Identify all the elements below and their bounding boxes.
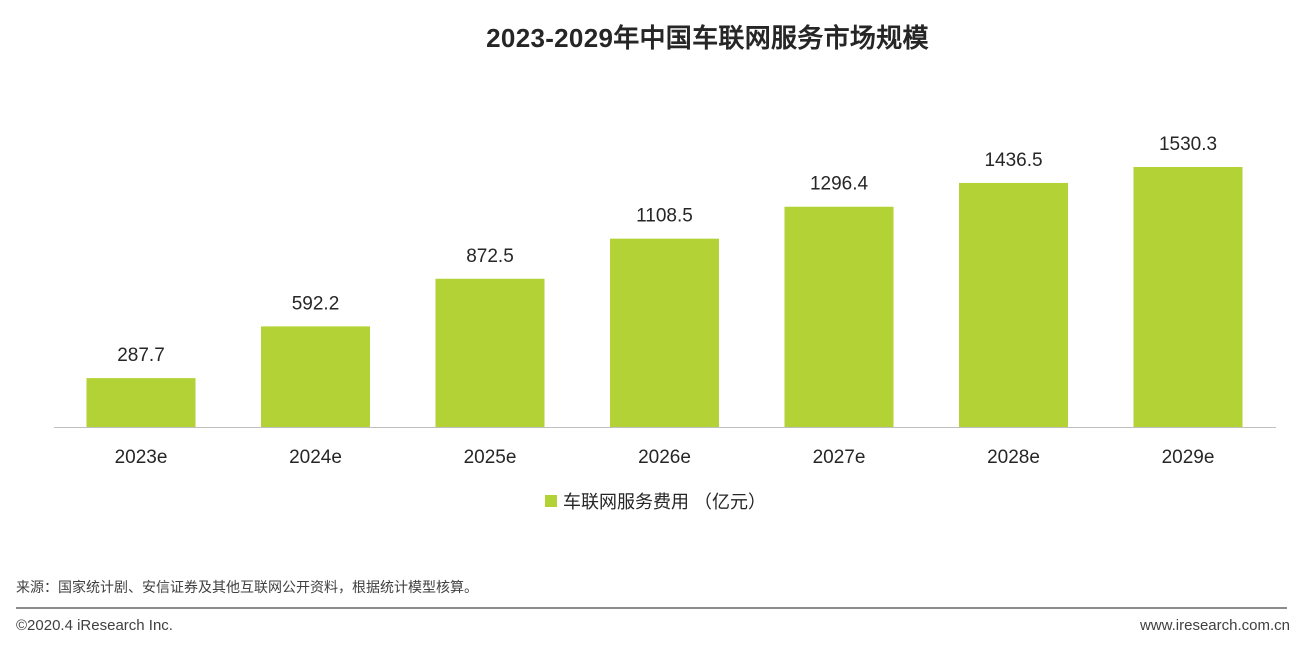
bar-chart: 287.7592.2872.51108.51296.41436.51530.3 … bbox=[54, 134, 1276, 468]
bar-2024e bbox=[261, 326, 370, 427]
bar-value-label: 1436.5 bbox=[984, 150, 1042, 171]
x-tick-label: 2027e bbox=[813, 447, 866, 468]
copyright-text: ©2020.4 iResearch Inc. bbox=[16, 617, 173, 634]
source-note: 来源：国家统计剧、安信证券及其他互联网公开资料，根据统计模型核算。 bbox=[16, 580, 478, 596]
bar-2023e bbox=[86, 378, 196, 427]
bar-value-label: 1296.4 bbox=[810, 174, 869, 195]
bar-value-label: 872.5 bbox=[466, 246, 514, 267]
bar-value-label: 592.2 bbox=[292, 293, 340, 314]
bar-value-label: 287.7 bbox=[117, 345, 165, 366]
bar-labels-group: 287.7 592.2 872.5 1108.5 1296.4 1436.5 1530.3 bbox=[117, 134, 1217, 366]
bar-2026e bbox=[610, 238, 719, 427]
bar-2027e bbox=[784, 206, 894, 427]
legend-swatch bbox=[545, 495, 557, 507]
legend: 车联网服务费用 （亿元） bbox=[545, 488, 766, 514]
x-tick-label: 2024e bbox=[289, 447, 342, 468]
bar-2029e bbox=[1133, 167, 1243, 427]
chart-title: 2023-2029年中国车联网服务市场规模 bbox=[486, 23, 929, 53]
x-tick-labels-group: 2023e 2024e 2025e 2026e 2027e 2028e 2029e bbox=[115, 447, 1215, 468]
legend-label: 车联网服务费用 （亿元） bbox=[563, 492, 766, 512]
x-tick-label: 2023e bbox=[115, 447, 168, 468]
x-tick-label: 2029e bbox=[1162, 447, 1215, 468]
footer-divider bbox=[16, 607, 1287, 609]
website-url: www.iresearch.com.cn bbox=[1139, 617, 1290, 634]
bar-2025e bbox=[435, 278, 545, 427]
bars-group bbox=[86, 167, 1243, 427]
bar-2028e bbox=[959, 182, 1068, 427]
x-tick-label: 2028e bbox=[987, 447, 1040, 468]
x-tick-label: 2025e bbox=[464, 447, 517, 468]
bar-value-label: 1108.5 bbox=[636, 206, 693, 227]
bar-value-label: 1530.3 bbox=[1159, 134, 1217, 155]
x-tick-label: 2026e bbox=[638, 447, 691, 468]
